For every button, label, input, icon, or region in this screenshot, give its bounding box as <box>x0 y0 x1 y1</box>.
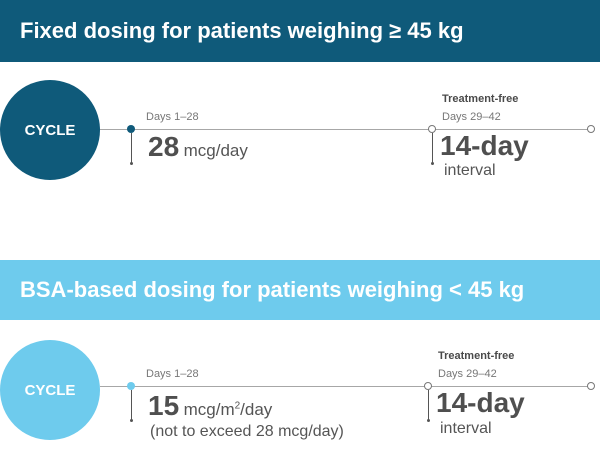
section2-cycle-circle: CYCLE <box>0 340 100 440</box>
section2-treatment-free-days: Days 29–42 <box>438 368 497 380</box>
section2-start-dot <box>127 382 135 390</box>
section2-header: BSA-based dosing for patients weighing <… <box>0 260 600 320</box>
section2-mid-marker <box>428 390 429 420</box>
section1-title: Fixed dosing for patients weighing ≥ 45 … <box>20 18 464 43</box>
section2-timeline <box>100 386 592 387</box>
section2-end-dot <box>587 382 595 390</box>
section1-dose: 28 mcg/day <box>148 131 248 163</box>
section2-mid-tick <box>427 419 430 422</box>
section1-treatment-free-days: Days 29–42 <box>442 111 501 123</box>
section1-header: Fixed dosing for patients weighing ≥ 45 … <box>0 0 600 62</box>
section1-mid-tick <box>431 162 434 165</box>
section2-mid-dot <box>424 382 432 390</box>
section2-start-tick <box>130 419 133 422</box>
section1-mid-marker <box>432 133 433 163</box>
section1-start-tick <box>130 162 133 165</box>
section1-interval-label: interval <box>444 162 496 179</box>
section2-cycle-label: CYCLE <box>24 381 76 399</box>
section1-dose-unit: mcg/day <box>183 141 248 160</box>
section2-dose-value: 15 <box>148 390 180 421</box>
section2-dose-note: (not to exceed 28 mcg/day) <box>150 423 344 440</box>
section1-mid-dot <box>428 125 436 133</box>
section2-dose-unit: mcg/m2/day <box>183 400 273 419</box>
section1-treatment-free-label: Treatment-free <box>442 93 519 105</box>
section2-start-marker <box>131 390 132 420</box>
section2-title: BSA-based dosing for patients weighing <… <box>20 277 525 302</box>
section1-interval-value: 14-day <box>440 130 529 161</box>
section2-days-label: Days 1–28 <box>146 368 199 380</box>
section2-interval-label: interval <box>440 420 492 437</box>
section1-timeline <box>100 129 592 130</box>
section1-end-dot <box>587 125 595 133</box>
section2-interval-value: 14-day <box>436 387 525 418</box>
section1-days-label: Days 1–28 <box>146 111 199 123</box>
section1-cycle-circle: CYCLE <box>0 80 100 180</box>
section1-start-dot <box>127 125 135 133</box>
section2-dose: 15 mcg/m2/day <box>148 390 272 422</box>
section1-cycle-label: CYCLE <box>24 121 76 139</box>
section1-dose-value: 28 <box>148 131 180 162</box>
section2-treatment-free-label: Treatment-free <box>438 350 515 362</box>
section1-start-marker <box>131 133 132 163</box>
